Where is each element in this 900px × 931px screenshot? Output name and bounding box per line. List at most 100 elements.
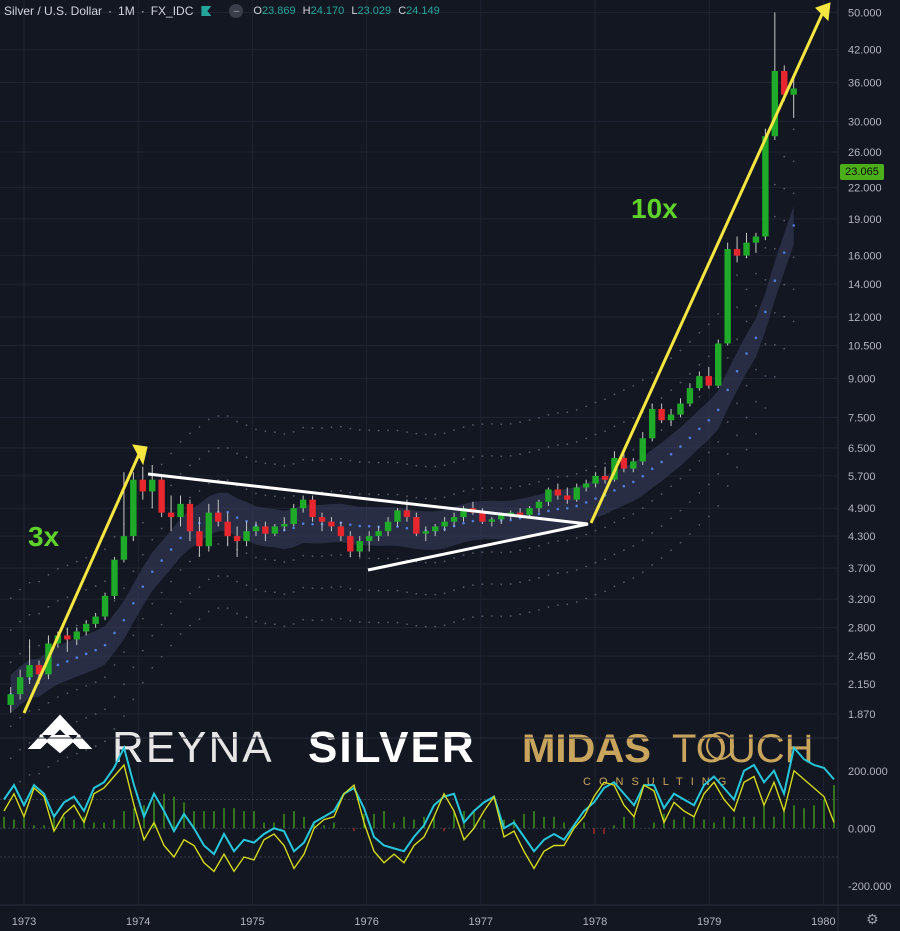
ma-envelope-dot <box>141 553 144 556</box>
ma-center-dot <box>669 452 673 456</box>
y-tick-label: 22.000 <box>848 183 882 195</box>
ma-envelope-dot <box>547 446 550 448</box>
ma-envelope-dot <box>198 458 201 460</box>
ma-envelope-dot <box>264 558 267 561</box>
ma-envelope-dot <box>396 493 399 496</box>
ma-envelope-dot <box>358 461 361 463</box>
ma-envelope-dot <box>481 487 484 490</box>
candle-body <box>573 487 580 500</box>
ma-envelope-dot <box>406 463 408 466</box>
ma-envelope-dot <box>132 634 135 637</box>
candle-body <box>243 531 250 542</box>
ma-envelope-dot <box>132 698 135 701</box>
y-tick-label: 4.900 <box>848 503 876 515</box>
ma-center-dot <box>462 521 465 525</box>
ma-envelope-dot <box>123 683 125 686</box>
ma-center-dot <box>735 369 739 373</box>
ma-center-dot <box>396 525 399 528</box>
ma-center-dot <box>292 526 296 530</box>
ma-envelope-dot <box>679 477 682 480</box>
candle-body <box>177 503 184 518</box>
ma-envelope-dot <box>698 395 701 398</box>
y-tick-label: 3.700 <box>848 563 876 575</box>
ma-envelope-dot <box>462 586 465 589</box>
candle-body <box>337 526 345 537</box>
ma-envelope-dot <box>773 343 776 346</box>
ma-envelope-dot <box>170 644 172 647</box>
ma-envelope-dot <box>490 551 493 553</box>
ma-center-dot <box>584 501 588 504</box>
ma-envelope-dot <box>698 363 701 366</box>
ma-envelope-dot <box>330 586 333 589</box>
ma-envelope-dot <box>255 492 257 495</box>
ma-envelope-dot <box>490 583 493 585</box>
ma-center-dot <box>792 224 795 227</box>
ohlc-close: 24.149 <box>406 5 440 17</box>
ma-center-dot <box>141 585 145 588</box>
ma-envelope-dot <box>415 496 418 499</box>
candle-body <box>186 503 194 532</box>
ma-envelope-dot <box>47 766 50 768</box>
ma-envelope-dot <box>670 549 672 552</box>
symbol-title[interactable]: Silver / U.S. Dollar <box>4 4 103 18</box>
ma-envelope-dot <box>56 568 59 570</box>
ma-envelope-dot <box>377 589 380 592</box>
candle-body <box>205 512 213 547</box>
candle-body <box>196 531 203 547</box>
ma-envelope-dot <box>387 621 389 624</box>
ma-envelope-dot <box>453 557 455 560</box>
y-tick-label: 6.500 <box>848 443 876 455</box>
ma-envelope-dot <box>792 128 795 131</box>
candle-body <box>130 479 137 537</box>
candle-body <box>375 531 382 537</box>
ma-envelope-dot <box>349 587 352 590</box>
ma-envelope-dot <box>189 432 191 435</box>
watermark: REYNA SILVER MIDAS TOUCH CONSULTING <box>27 714 813 788</box>
ma-envelope-dot <box>641 379 644 381</box>
candle-body <box>233 536 241 542</box>
ma-envelope-dot <box>453 589 455 592</box>
candle-body <box>318 517 326 522</box>
ma-envelope-dot <box>292 463 295 465</box>
ma-envelope-dot <box>245 456 248 459</box>
visibility-icon[interactable]: – <box>229 4 244 18</box>
ma-envelope-dot <box>594 529 597 532</box>
candle-body <box>413 517 420 534</box>
flag-icon[interactable] <box>201 6 212 16</box>
ma-envelope-dot <box>528 579 531 582</box>
candle-body <box>450 517 458 522</box>
y-tick-label: 1.870 <box>848 709 876 721</box>
ma-envelope-dot <box>707 355 710 358</box>
ma-envelope-dot <box>604 398 606 401</box>
ma-envelope-dot <box>226 447 229 449</box>
candle-body <box>101 595 109 617</box>
settings-gear-icon[interactable]: ⚙ <box>866 911 879 927</box>
source-label: FX_IDC <box>150 4 194 18</box>
candle-body <box>262 526 269 534</box>
ma-envelope-dot <box>179 440 182 443</box>
ma-center-dot <box>764 310 767 314</box>
ma-envelope-dot <box>302 426 305 429</box>
interval-label[interactable]: 1M <box>118 4 135 18</box>
ma-envelope-dot <box>443 464 446 467</box>
ma-envelope-dot <box>170 612 172 615</box>
label-10x: 10x <box>631 193 678 224</box>
ma-envelope-dot <box>547 478 550 480</box>
candle-body <box>526 508 533 515</box>
ma-envelope-dot <box>679 349 682 352</box>
ma-envelope-dot <box>500 455 503 458</box>
ma-envelope-dot <box>745 416 748 419</box>
arrow-head-3x <box>132 444 148 466</box>
ma-envelope-dot <box>755 272 757 275</box>
ma-envelope-dot <box>481 551 484 554</box>
ma-envelope-dot <box>792 192 795 195</box>
candle-body <box>516 512 524 515</box>
ma-center-dot <box>358 524 362 528</box>
ma-envelope-dot <box>189 592 191 595</box>
candle-body <box>667 414 675 421</box>
ma-envelope-dot <box>94 681 97 684</box>
ma-envelope-dot <box>651 371 654 374</box>
ma-envelope-dot <box>462 618 465 621</box>
ma-center-dot <box>405 526 409 530</box>
